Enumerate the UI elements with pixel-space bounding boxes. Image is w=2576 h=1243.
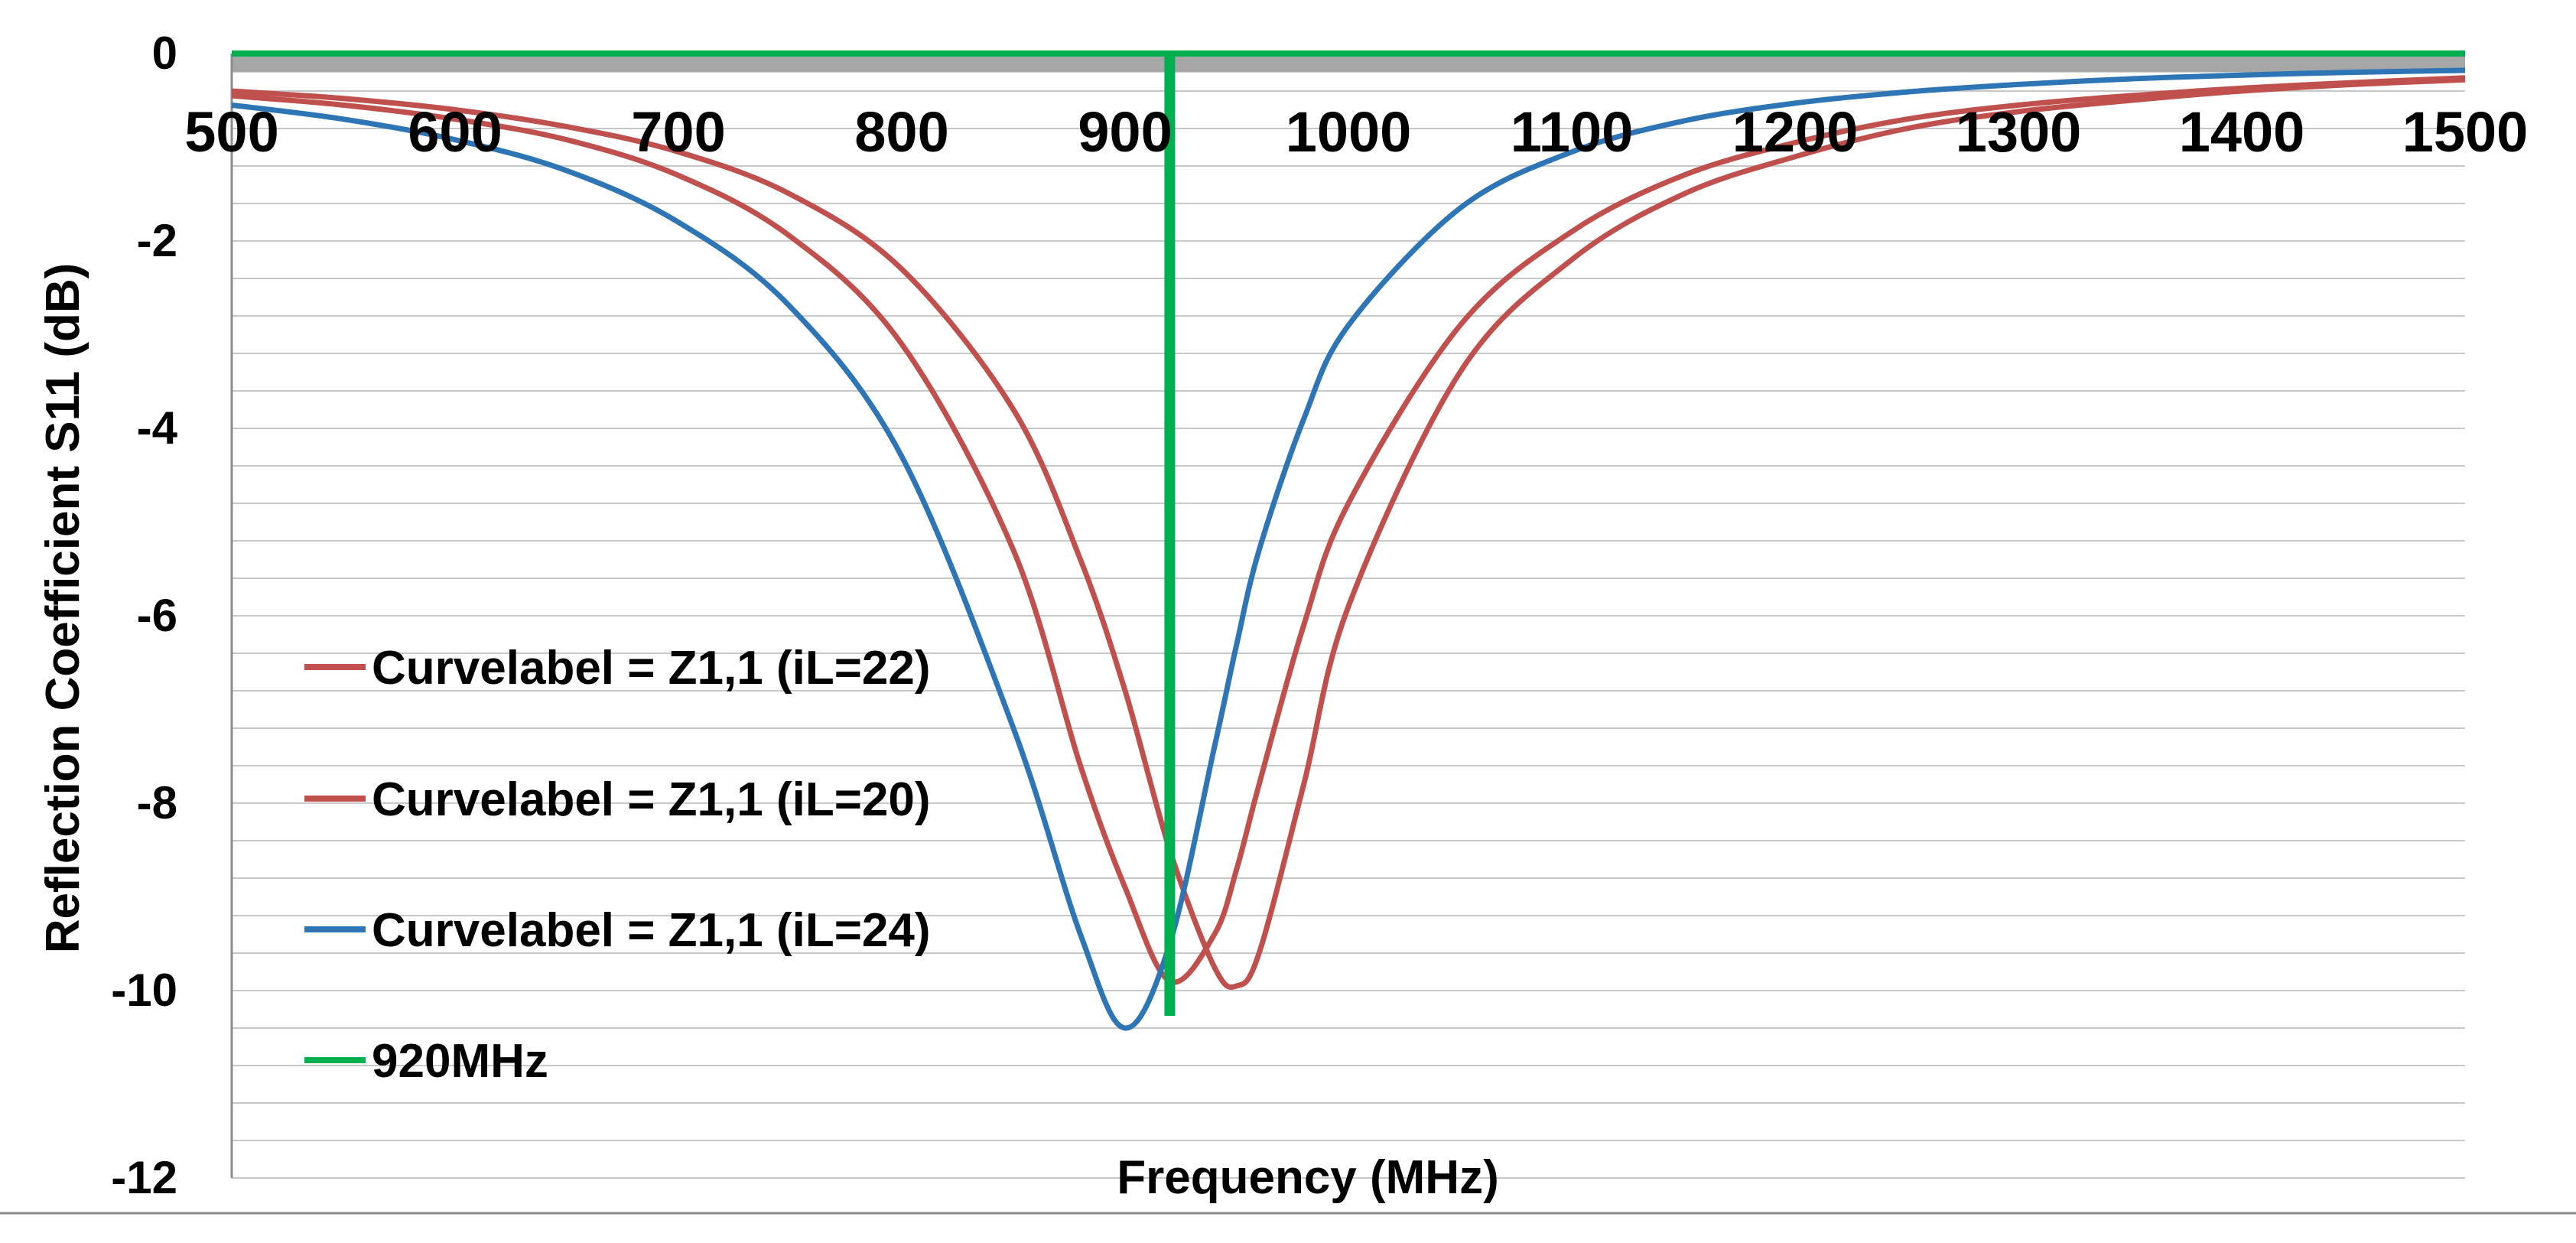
axes xyxy=(0,54,2576,1215)
legend: Curvelabel = Z1,1 (iL=22) Curvelabel = Z1… xyxy=(304,642,931,1088)
x-tick-label: 700 xyxy=(631,100,725,164)
series-line-1 xyxy=(231,75,2466,985)
y-tick-label: -4 xyxy=(137,402,178,454)
x-axis-title: Frequency (MHz) xyxy=(1117,1151,1498,1204)
y-tick-label: -10 xyxy=(111,965,177,1016)
y-tick-label: -2 xyxy=(137,215,177,266)
legend-label-3: Curvelabel = Z1,1 (iL=24) xyxy=(372,904,931,957)
zero-band-fill xyxy=(232,54,2465,73)
marker-lines xyxy=(232,50,2465,1016)
x-tick-label: 500 xyxy=(184,100,278,164)
y-tick-label: -8 xyxy=(137,777,177,828)
x-tick-label: 1200 xyxy=(1732,100,1859,164)
x-tick-label: 800 xyxy=(854,100,948,164)
legend-label-4: 920MHz xyxy=(372,1035,548,1088)
y-axis-title: Reflection Coefficient S11 (dB) xyxy=(37,263,89,954)
x-tick-label: 1400 xyxy=(2179,100,2305,164)
grid-lines xyxy=(232,53,2465,1179)
x-tick-label: 1100 xyxy=(1511,100,1634,164)
series-line-3 xyxy=(231,67,2466,1031)
series-lines xyxy=(231,67,2466,1031)
tick-labels: 500 600 700 800 900 1000 1100 1200 1300 1400 1500 0… xyxy=(111,28,2528,1203)
zero-band xyxy=(232,54,2465,73)
y-tick-label: -12 xyxy=(111,1152,177,1203)
x-tick-label: 1000 xyxy=(1286,100,1412,164)
x-tick-label: 900 xyxy=(1078,100,1172,164)
legend-label-2: Curvelabel = Z1,1 (iL=20) xyxy=(372,773,931,826)
y-tick-label: -6 xyxy=(137,590,177,641)
series-line-2 xyxy=(231,76,2466,990)
legend-label-1: Curvelabel = Z1,1 (iL=22) xyxy=(372,642,931,695)
y-tick-label: 0 xyxy=(152,28,177,79)
x-tick-label: 1300 xyxy=(1956,100,2082,164)
x-tick-label: 600 xyxy=(408,100,502,164)
x-tick-label: 1500 xyxy=(2402,100,2529,164)
